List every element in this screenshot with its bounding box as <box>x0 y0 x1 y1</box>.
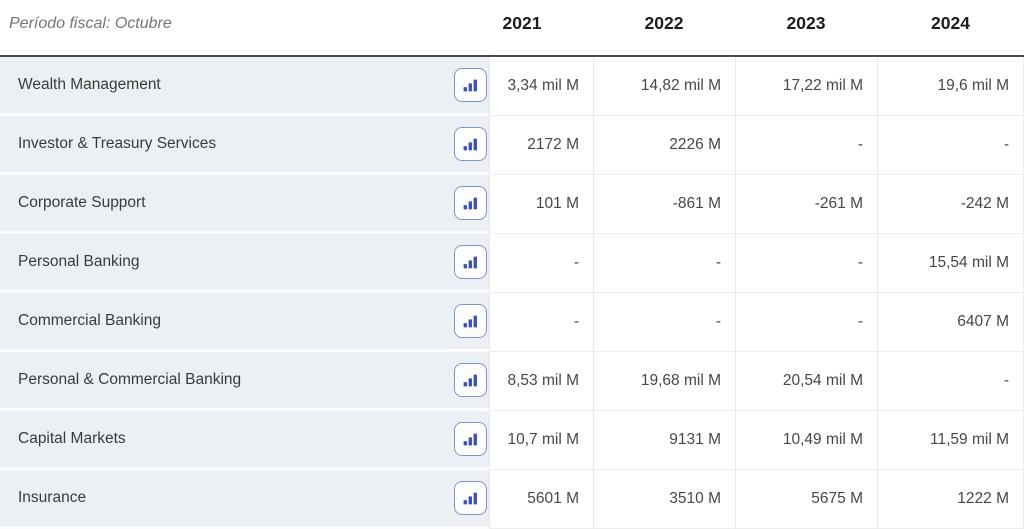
value-cell: - <box>489 234 593 293</box>
bar-chart-icon <box>463 374 477 386</box>
column-header-2024: 2024 <box>877 0 1024 57</box>
value-cell: 19,6 mil M <box>877 57 1024 116</box>
value-cell: 10,49 mil M <box>735 411 877 470</box>
open-chart-button[interactable] <box>453 363 487 397</box>
value-cell: - <box>735 234 877 293</box>
value-cell: - <box>877 116 1024 175</box>
segment-label: Insurance <box>0 470 451 529</box>
open-chart-button[interactable] <box>453 245 487 279</box>
value-cell: -861 M <box>593 175 735 234</box>
segment-label: Wealth Management <box>0 57 451 116</box>
segment-icon-cell <box>451 234 489 293</box>
segment-label: Corporate Support <box>0 175 451 234</box>
value-cell: 10,7 mil M <box>489 411 593 470</box>
value-cell: 5675 M <box>735 470 877 529</box>
value-cell: 19,68 mil M <box>593 352 735 411</box>
open-chart-button[interactable] <box>453 127 487 161</box>
value-cell: -242 M <box>877 175 1024 234</box>
value-cell: - <box>735 293 877 352</box>
bar-chart-icon <box>463 79 477 91</box>
value-cell: 5601 M <box>489 470 593 529</box>
open-chart-button[interactable] <box>453 304 487 338</box>
value-cell: 2172 M <box>489 116 593 175</box>
segment-label: Personal & Commercial Banking <box>0 352 451 411</box>
segment-icon-cell <box>451 116 489 175</box>
bar-chart-icon <box>463 197 477 209</box>
value-cell: 9131 M <box>593 411 735 470</box>
open-chart-button[interactable] <box>453 422 487 456</box>
value-cell: 11,59 mil M <box>877 411 1024 470</box>
bar-chart-icon <box>463 256 477 268</box>
value-cell: 8,53 mil M <box>489 352 593 411</box>
column-header-2022: 2022 <box>593 0 735 57</box>
bar-chart-icon <box>463 492 477 504</box>
value-cell: 20,54 mil M <box>735 352 877 411</box>
segment-icon-cell <box>451 352 489 411</box>
value-cell: -261 M <box>735 175 877 234</box>
value-cell: 14,82 mil M <box>593 57 735 116</box>
segment-icon-cell <box>451 411 489 470</box>
value-cell: 3,34 mil M <box>489 57 593 116</box>
bar-chart-icon <box>463 315 477 327</box>
value-cell: 17,22 mil M <box>735 57 877 116</box>
segment-label: Capital Markets <box>0 411 451 470</box>
value-cell: 1222 M <box>877 470 1024 529</box>
segment-icon-cell <box>451 57 489 116</box>
fiscal-period-label: Período fiscal: Octubre <box>0 0 451 57</box>
segment-icon-cell <box>451 175 489 234</box>
open-chart-button[interactable] <box>453 186 487 220</box>
value-cell: 101 M <box>489 175 593 234</box>
segment-label: Commercial Banking <box>0 293 451 352</box>
value-cell: 15,54 mil M <box>877 234 1024 293</box>
value-cell: - <box>735 116 877 175</box>
column-header-2023: 2023 <box>735 0 877 57</box>
column-header-2021: 2021 <box>451 0 593 57</box>
segment-label: Investor & Treasury Services <box>0 116 451 175</box>
open-chart-button[interactable] <box>453 481 487 515</box>
segment-icon-cell <box>451 470 489 529</box>
value-cell: 3510 M <box>593 470 735 529</box>
value-cell: - <box>489 293 593 352</box>
bar-chart-icon <box>463 433 477 445</box>
segment-label: Personal Banking <box>0 234 451 293</box>
value-cell: - <box>593 293 735 352</box>
value-cell: - <box>877 352 1024 411</box>
bar-chart-icon <box>463 138 477 150</box>
value-cell: - <box>593 234 735 293</box>
open-chart-button[interactable] <box>453 68 487 102</box>
value-cell: 6407 M <box>877 293 1024 352</box>
segment-icon-cell <box>451 293 489 352</box>
value-cell: 2226 M <box>593 116 735 175</box>
